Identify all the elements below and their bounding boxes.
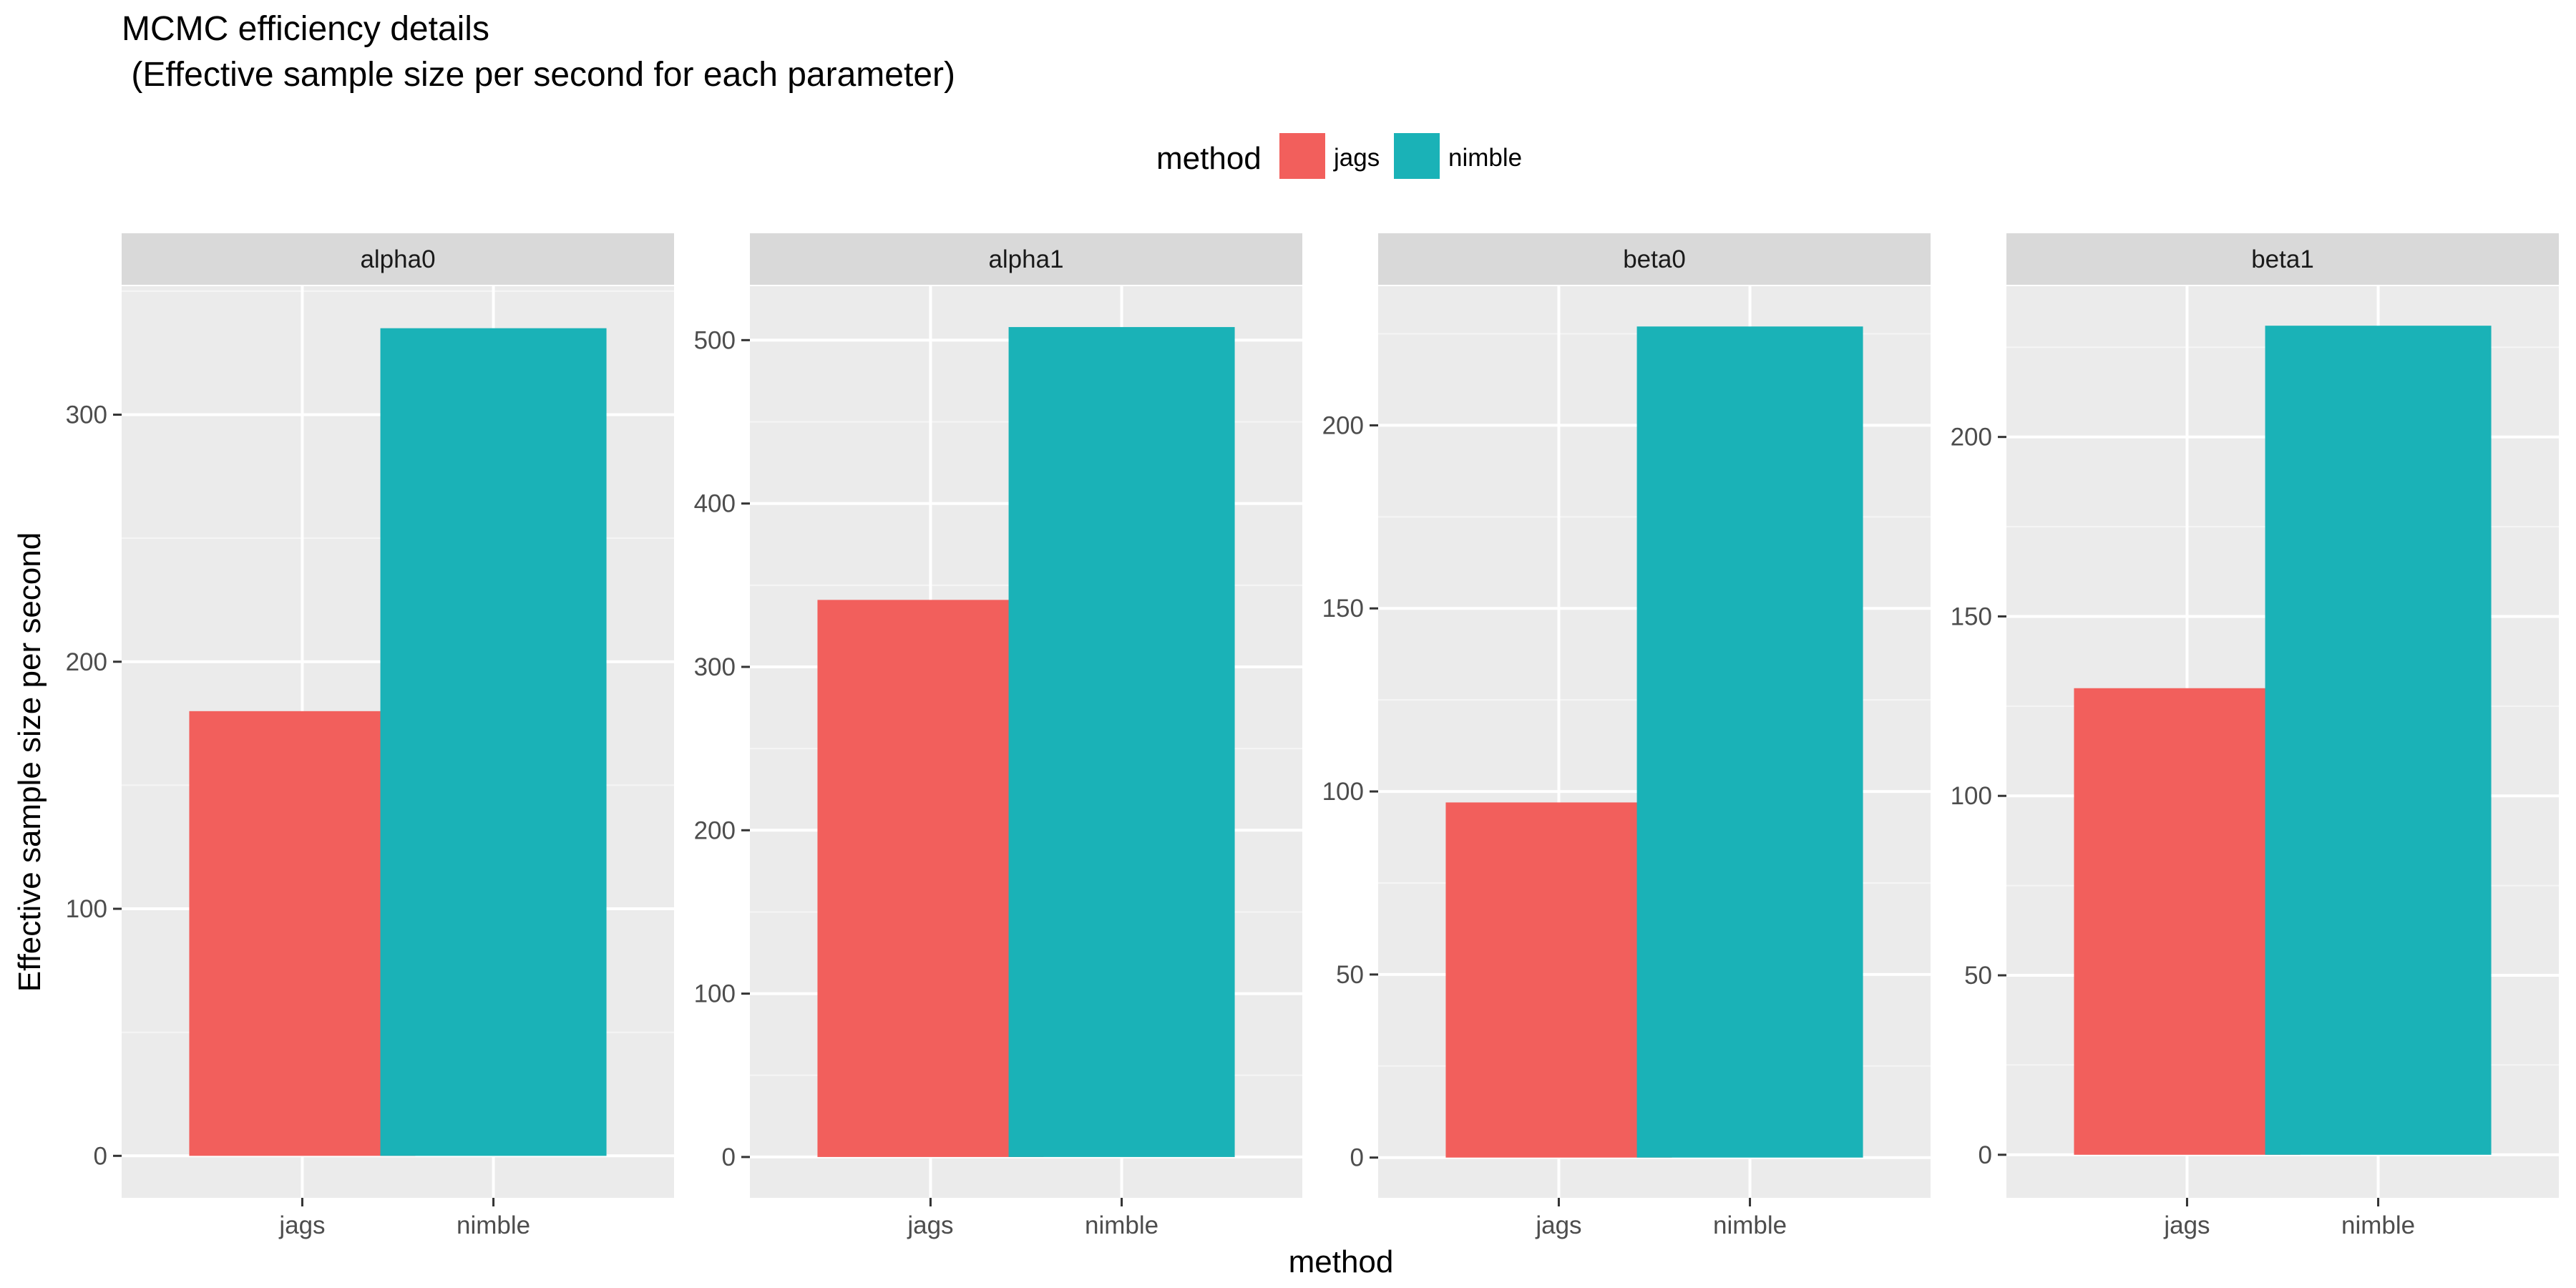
y-tick-label: 300 [694, 653, 736, 681]
facet-strip [750, 233, 1302, 285]
y-tick-label: 0 [1350, 1144, 1364, 1172]
facet-strip-label: alpha0 [360, 245, 435, 273]
bar-beta1-nimble [2265, 326, 2492, 1155]
y-tick-label: 400 [694, 490, 736, 518]
y-tick-label: 200 [1322, 411, 1364, 439]
panel-beta0: beta0 0 50 100 150 200 jags nimble [1322, 233, 1931, 1239]
chart-subtitle: (Effective sample size per second for ea… [122, 56, 955, 94]
bar-beta0-nimble [1636, 326, 1863, 1158]
y-tick-label: 200 [1951, 424, 1992, 452]
y-tick-label: 0 [94, 1142, 107, 1170]
facet-strip [2006, 233, 2559, 285]
x-tick-label: jags [2163, 1211, 2210, 1239]
y-tick-label: 200 [694, 816, 736, 844]
legend-label-jags: jags [1333, 144, 1380, 172]
x-tick-label: nimble [1713, 1211, 1787, 1239]
y-tick-label: 100 [66, 895, 107, 923]
y-tick-label: 150 [1951, 602, 1992, 630]
legend: method jags nimble [1156, 133, 1522, 179]
y-tick-label: 100 [1951, 782, 1992, 810]
legend-key-jags [1279, 133, 1325, 179]
panel-alpha1: alpha1 0 100 200 300 400 500 jags nimble [694, 233, 1302, 1239]
y-axis-title: Effective sample size per second [12, 532, 47, 992]
bar-alpha0-jags [189, 711, 416, 1156]
facet-strip [122, 233, 674, 285]
facet-panels: alpha0 0 100 200 300 jags nimble alpha1 0 100 200 3… [66, 233, 2559, 1239]
bar-alpha1-nimble [1008, 327, 1235, 1157]
bar-beta1-jags [2074, 688, 2301, 1155]
y-tick-label: 50 [1336, 961, 1364, 989]
legend-key-nimble [1394, 133, 1440, 179]
x-tick-label: nimble [1085, 1211, 1158, 1239]
y-tick-label: 200 [66, 648, 107, 676]
legend-label-nimble: nimble [1448, 144, 1522, 172]
x-tick-label: jags [907, 1211, 953, 1239]
y-tick-label: 300 [66, 401, 107, 429]
y-tick-label: 150 [1322, 595, 1364, 623]
facet-strip-label: beta1 [2251, 245, 2314, 273]
x-tick-label: nimble [457, 1211, 530, 1239]
panel-beta1: beta1 0 50 100 150 200 jags nimble [1951, 233, 2559, 1239]
bar-alpha0-nimble [380, 328, 607, 1156]
x-tick-label: nimble [2341, 1211, 2415, 1239]
y-tick-label: 100 [694, 980, 736, 1008]
panel-alpha0: alpha0 0 100 200 300 jags nimble [66, 233, 674, 1239]
chart-title: MCMC efficiency details [122, 10, 489, 48]
y-tick-label: 0 [1979, 1141, 1992, 1169]
legend-title: method [1156, 141, 1262, 176]
x-tick-label: jags [278, 1211, 325, 1239]
facet-strip-label: beta0 [1623, 245, 1686, 273]
bar-beta0-jags [1445, 802, 1672, 1158]
bar-alpha1-jags [817, 600, 1044, 1157]
y-tick-label: 500 [694, 326, 736, 354]
y-tick-label: 50 [1964, 962, 1992, 990]
y-tick-label: 0 [722, 1143, 736, 1171]
x-axis-title: method [1289, 1244, 1394, 1279]
facet-strip [1378, 233, 1931, 285]
y-tick-label: 100 [1322, 778, 1364, 806]
facet-strip-label: alpha1 [988, 245, 1063, 273]
x-tick-label: jags [1535, 1211, 1581, 1239]
